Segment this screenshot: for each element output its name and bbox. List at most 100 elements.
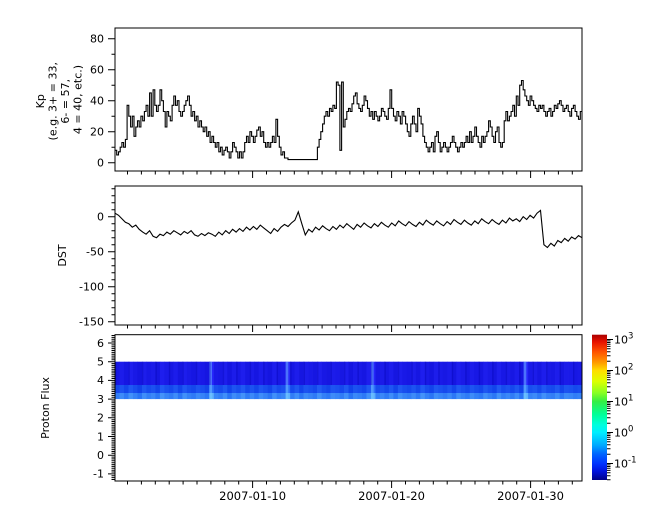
spectrogram-column <box>550 361 556 385</box>
colorbar-ticks <box>607 339 613 481</box>
pf-ytick-1: 1 <box>97 430 104 443</box>
pf-ytick-5: 5 <box>97 356 104 369</box>
spectrogram-column <box>182 361 188 385</box>
spectrogram-column <box>317 393 322 400</box>
spectrogram-dark-streak <box>236 361 238 385</box>
colorbar-gradient <box>592 334 607 480</box>
spectrogram-column <box>222 361 228 385</box>
spectrogram-column <box>213 385 219 393</box>
spectrogram-column <box>546 393 551 400</box>
spectrogram-column <box>272 361 277 385</box>
spectrogram-column <box>393 361 399 385</box>
spectrogram-column <box>379 385 385 393</box>
proton-flux-axis-label: Proton Flux <box>39 376 52 438</box>
spectrogram-column <box>200 393 206 400</box>
colorbar-label-base: 10 <box>614 365 628 378</box>
spectrogram-column <box>375 385 381 393</box>
spectrogram-column <box>501 361 507 385</box>
spectrogram-column <box>321 361 327 385</box>
spectrogram-column <box>240 393 246 400</box>
spectrogram-column <box>523 385 529 393</box>
spectrogram-column <box>402 385 408 393</box>
x-ticks-panel-1 <box>127 171 573 178</box>
spectrogram-column <box>249 361 255 385</box>
spectrogram-column <box>514 385 520 393</box>
spectrogram-column <box>568 361 574 385</box>
spectrogram-column <box>465 393 471 400</box>
spectrogram-column <box>357 385 363 393</box>
spectrogram-column <box>267 393 273 400</box>
spectrogram-column <box>366 385 372 393</box>
spectrogram-column <box>335 385 340 393</box>
spectrogram-dark-streak <box>492 361 494 385</box>
spectrogram-column <box>411 393 417 400</box>
spectrogram-dark-streak <box>357 361 359 385</box>
spectrogram-column <box>447 393 453 400</box>
spectrogram-column <box>537 385 542 393</box>
spectrogram-column <box>281 385 286 393</box>
spectrogram-column <box>285 385 291 393</box>
colorbar-label-base: 10 <box>614 334 628 347</box>
spectrogram-column <box>496 393 502 400</box>
spectrogram-column <box>460 361 466 385</box>
spectrogram-column <box>483 393 489 400</box>
colorbar-label-base: 10 <box>614 458 628 471</box>
spectrogram-column <box>510 385 515 393</box>
spectrogram-column <box>344 385 349 393</box>
dst-ytick-m100: -100 <box>79 281 104 294</box>
spectrogram-column <box>321 385 327 393</box>
colorbar-label-exp: -1 <box>628 456 636 466</box>
spectrogram-dark-streak <box>182 361 184 385</box>
spectrogram-column <box>478 361 484 385</box>
spectrogram-column <box>222 385 228 393</box>
spectrogram-column <box>415 393 421 400</box>
spectrogram-column <box>344 393 349 400</box>
spectrogram-column <box>218 385 224 393</box>
spectrogram-column <box>514 393 520 400</box>
spectrogram-dark-streak <box>317 361 319 385</box>
spectrogram-column <box>312 393 318 400</box>
spectrogram-column <box>137 361 143 385</box>
spectrogram-column <box>132 385 138 393</box>
spectrogram-bright-streak <box>285 361 289 400</box>
spectrogram-column <box>312 361 318 385</box>
colorbar-label-1e3: 103 <box>614 332 633 347</box>
spectrogram-column <box>559 393 565 400</box>
spectrogram-column <box>141 393 147 400</box>
dst-ytick-m50: -50 <box>86 246 104 259</box>
kp-ytick-60: 60 <box>90 64 104 77</box>
spectrogram-dark-streak <box>344 361 346 385</box>
spectrogram-column <box>370 393 376 400</box>
spectrogram-column <box>492 393 498 400</box>
xtick-label-jan20: 2007-01-20 <box>358 489 425 503</box>
spectrogram-dark-streak <box>573 361 575 385</box>
spectrogram-dark-streak <box>519 361 521 385</box>
spectrogram-column <box>335 361 340 385</box>
spectrogram-column <box>483 361 489 385</box>
spectrogram-column <box>510 361 515 385</box>
spectrogram-column <box>447 385 453 393</box>
spectrogram-band <box>115 361 583 400</box>
spectrogram-column <box>456 385 462 393</box>
spectrogram-column <box>321 393 327 400</box>
spectrogram-column <box>375 361 381 385</box>
spectrogram-column <box>299 361 304 385</box>
spectrogram-column <box>119 385 125 393</box>
spectrogram-column <box>119 361 125 385</box>
spectrogram-column <box>438 361 444 385</box>
spectrogram-column <box>141 361 147 385</box>
spectrogram-column <box>294 393 300 400</box>
spectrogram-column <box>281 361 286 385</box>
spectrogram-column <box>469 393 475 400</box>
spectrogram-column <box>330 361 336 385</box>
spectrogram-column <box>249 385 255 393</box>
spectrogram-column <box>299 385 304 393</box>
spectrogram-column <box>501 393 507 400</box>
spectrogram-column <box>447 361 453 385</box>
xtick-label-jan10: 2007-01-10 <box>219 489 286 503</box>
spectrogram-column <box>501 385 507 393</box>
spectrogram-column <box>290 361 295 385</box>
spectrogram-column <box>128 361 134 385</box>
kp-axis-label-line2: (e.g. 3+ = 33, <box>47 62 60 140</box>
spectrogram-column <box>276 361 282 385</box>
